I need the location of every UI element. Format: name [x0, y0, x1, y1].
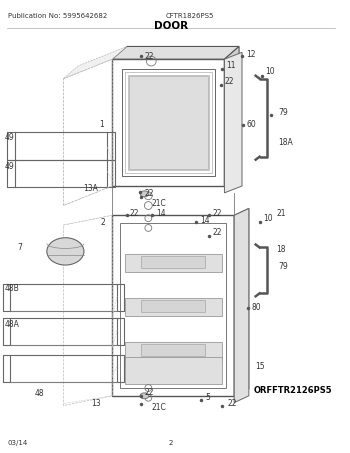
Polygon shape — [125, 342, 223, 360]
Text: DOOR: DOOR — [154, 21, 188, 31]
Text: ORFFTR2126PS5: ORFFTR2126PS5 — [254, 386, 332, 395]
Text: 48A: 48A — [5, 320, 20, 329]
Text: 10: 10 — [264, 214, 273, 223]
Text: 14: 14 — [156, 209, 166, 218]
Ellipse shape — [140, 191, 149, 197]
Text: 22: 22 — [213, 228, 222, 237]
Text: 21C: 21C — [151, 403, 166, 412]
Text: 13: 13 — [91, 399, 100, 408]
Text: 48: 48 — [34, 390, 44, 398]
Polygon shape — [234, 208, 249, 396]
Polygon shape — [224, 47, 239, 186]
Text: 7: 7 — [18, 243, 22, 252]
Text: 1: 1 — [100, 120, 104, 129]
Text: 79: 79 — [278, 108, 288, 117]
Text: 22: 22 — [213, 209, 222, 218]
Text: 49: 49 — [5, 133, 15, 142]
Text: 2: 2 — [101, 217, 105, 226]
Text: 60: 60 — [247, 120, 257, 129]
Polygon shape — [141, 256, 205, 268]
Text: 15: 15 — [256, 362, 265, 371]
Polygon shape — [141, 300, 205, 312]
Ellipse shape — [140, 393, 149, 399]
Ellipse shape — [47, 238, 84, 265]
Text: 22: 22 — [145, 388, 154, 397]
Text: 22: 22 — [145, 52, 154, 61]
Polygon shape — [125, 357, 223, 384]
Polygon shape — [141, 344, 205, 356]
Text: 22: 22 — [228, 399, 237, 408]
Text: 22: 22 — [145, 189, 154, 198]
Text: 13A: 13A — [83, 184, 98, 193]
Polygon shape — [129, 76, 208, 169]
Text: 14: 14 — [200, 216, 210, 225]
Text: 22: 22 — [224, 77, 234, 86]
Text: 12: 12 — [246, 50, 256, 59]
Text: 21: 21 — [276, 209, 286, 218]
Polygon shape — [224, 52, 242, 193]
Polygon shape — [234, 208, 249, 403]
Polygon shape — [63, 47, 127, 79]
Text: Publication No: 5995642682: Publication No: 5995642682 — [8, 13, 107, 19]
Text: 03/14: 03/14 — [8, 440, 28, 446]
Text: 11: 11 — [226, 62, 236, 71]
Text: 10: 10 — [265, 67, 275, 76]
Polygon shape — [125, 298, 223, 316]
Text: 5: 5 — [205, 393, 210, 402]
Text: 2: 2 — [169, 440, 173, 446]
Text: 80: 80 — [252, 304, 261, 313]
Polygon shape — [112, 47, 239, 59]
Text: CFTR1826PS5: CFTR1826PS5 — [166, 13, 215, 19]
Text: 22: 22 — [130, 209, 139, 218]
Text: 49: 49 — [5, 162, 15, 171]
Text: 48B: 48B — [5, 284, 20, 293]
Text: 21C: 21C — [151, 199, 166, 208]
Text: 79: 79 — [278, 262, 288, 271]
Text: 18A: 18A — [278, 138, 293, 147]
Text: 18: 18 — [276, 245, 286, 254]
Polygon shape — [125, 254, 223, 272]
